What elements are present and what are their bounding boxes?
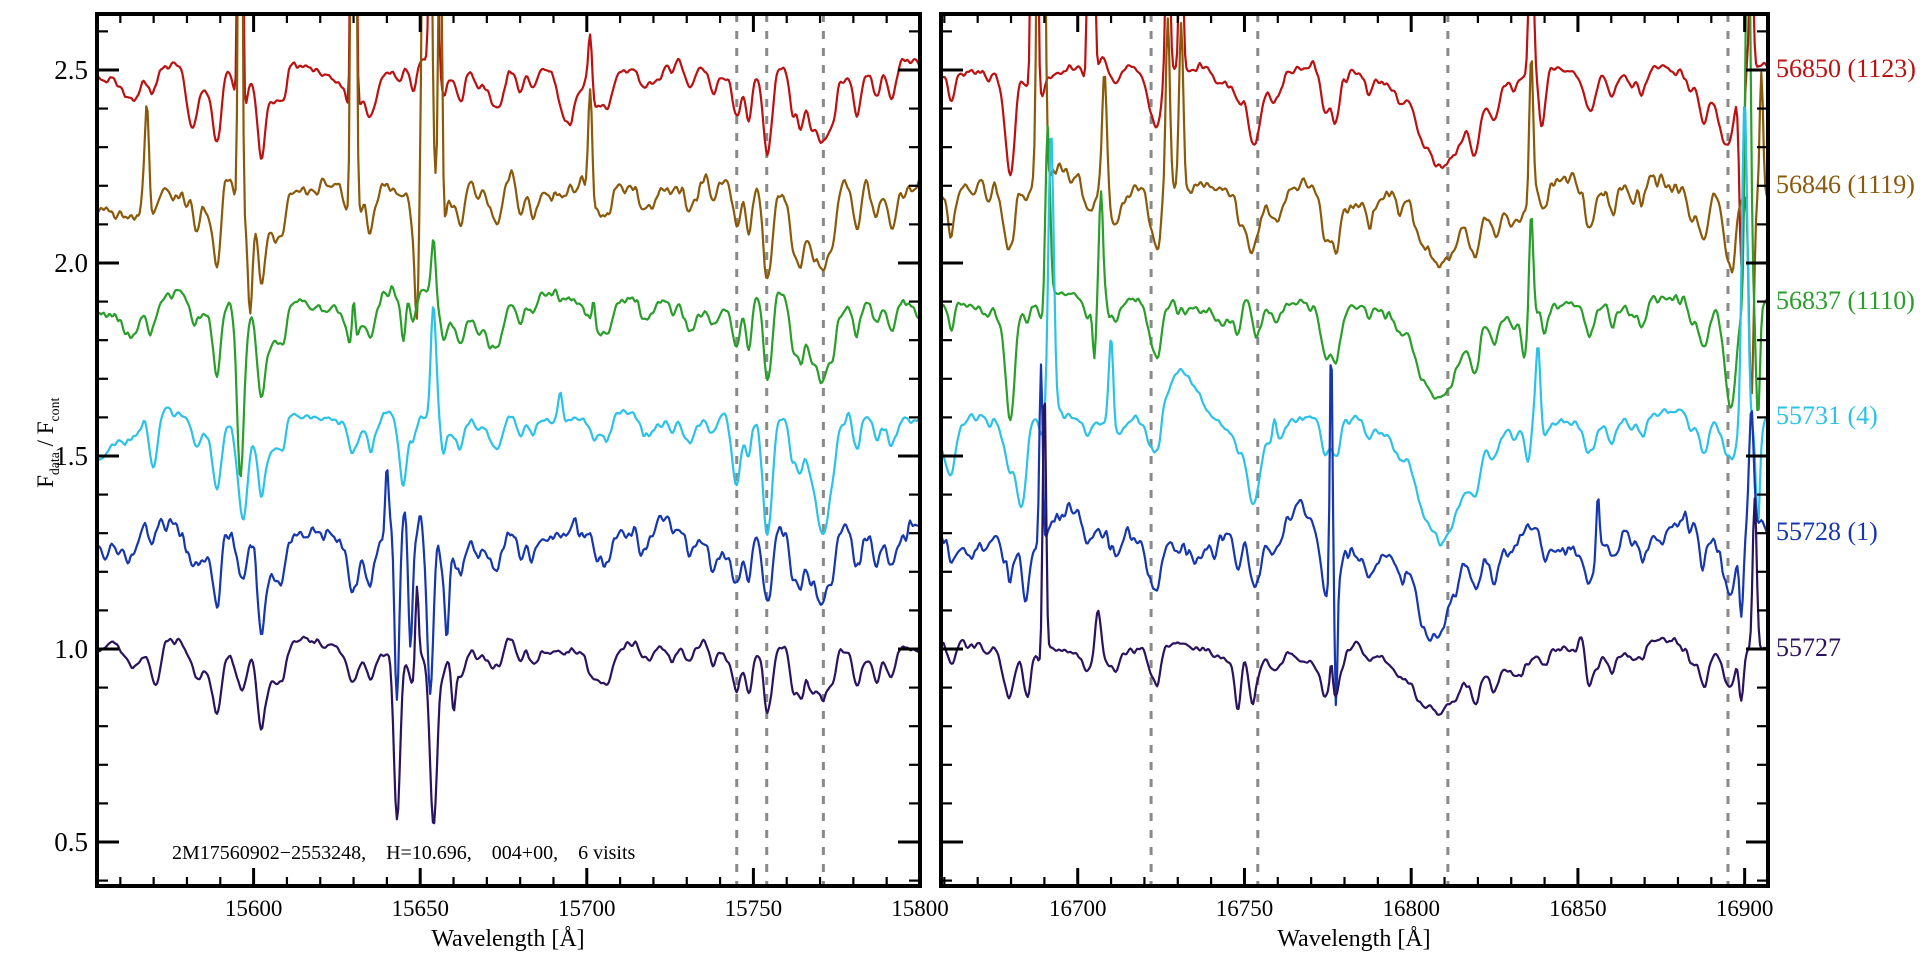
- spectrum-55727: [97, 585, 920, 825]
- y-tick-label: 2.0: [54, 248, 88, 278]
- spectrum-56846: [941, 14, 1768, 395]
- x-tick-label: 16800: [1382, 896, 1440, 921]
- x-tick-label: 16850: [1549, 896, 1607, 921]
- visit-label-56850: 56850 (1123): [1776, 53, 1916, 83]
- spectrum-55727: [941, 402, 1768, 716]
- spectrum-55728: [97, 469, 920, 701]
- x-axis-title-right: Wavelength [Å]: [1277, 926, 1431, 952]
- x-tick-label: 15650: [391, 896, 449, 921]
- panel-right: 16700 16750 16800 16850 16900: [939, 12, 1774, 921]
- x-tick-label: 15600: [225, 896, 283, 921]
- spectrum-56850: [97, 14, 920, 160]
- spectrum-56837: [97, 239, 920, 478]
- visit-label-56837: 56837 (1110): [1776, 285, 1915, 315]
- x-tick-label: 16750: [1216, 896, 1274, 921]
- visit-label-56846: 56846 (1119): [1776, 169, 1915, 199]
- panel-left-axes: [95, 12, 922, 888]
- spectrum-56846: [97, 14, 920, 320]
- x-tick-label: 15700: [558, 896, 616, 921]
- visit-label-55727: 55727: [1776, 632, 1841, 662]
- visit-label-55728: 55728 (1): [1776, 517, 1878, 547]
- x-tick-label: 15750: [725, 896, 783, 921]
- spectrum-55731: [941, 106, 1768, 547]
- y-tick-label: 1.5: [54, 441, 88, 471]
- panel-left-content: [97, 14, 920, 886]
- x-tick-label: 15800: [891, 896, 949, 921]
- y-tick-label: 1.0: [54, 634, 88, 664]
- y-tick-label: 2.5: [54, 55, 88, 85]
- spectrum-56850: [941, 14, 1768, 266]
- x-tick-label: 16900: [1716, 896, 1774, 921]
- panel-right-axes: [939, 12, 1770, 888]
- x-axis-title-left: Wavelength [Å]: [431, 926, 585, 952]
- x-tick-label: 16700: [1049, 896, 1107, 921]
- spectrum-56837: [941, 14, 1768, 422]
- y-tick-label: 0.5: [54, 827, 88, 857]
- spectrum-55728: [941, 363, 1768, 707]
- panel-left: 15600 15650 15700 15750 15800: [95, 12, 949, 921]
- y-axis-title: Fdata / Fcont: [33, 397, 62, 488]
- panel-right-content: [941, 14, 1768, 886]
- target-annotation: 2M17560902−2553248, H=10.696, 004+00, 6 …: [172, 842, 636, 864]
- spectrum-55731: [97, 306, 920, 536]
- visit-label-55731: 55731 (4): [1776, 401, 1878, 431]
